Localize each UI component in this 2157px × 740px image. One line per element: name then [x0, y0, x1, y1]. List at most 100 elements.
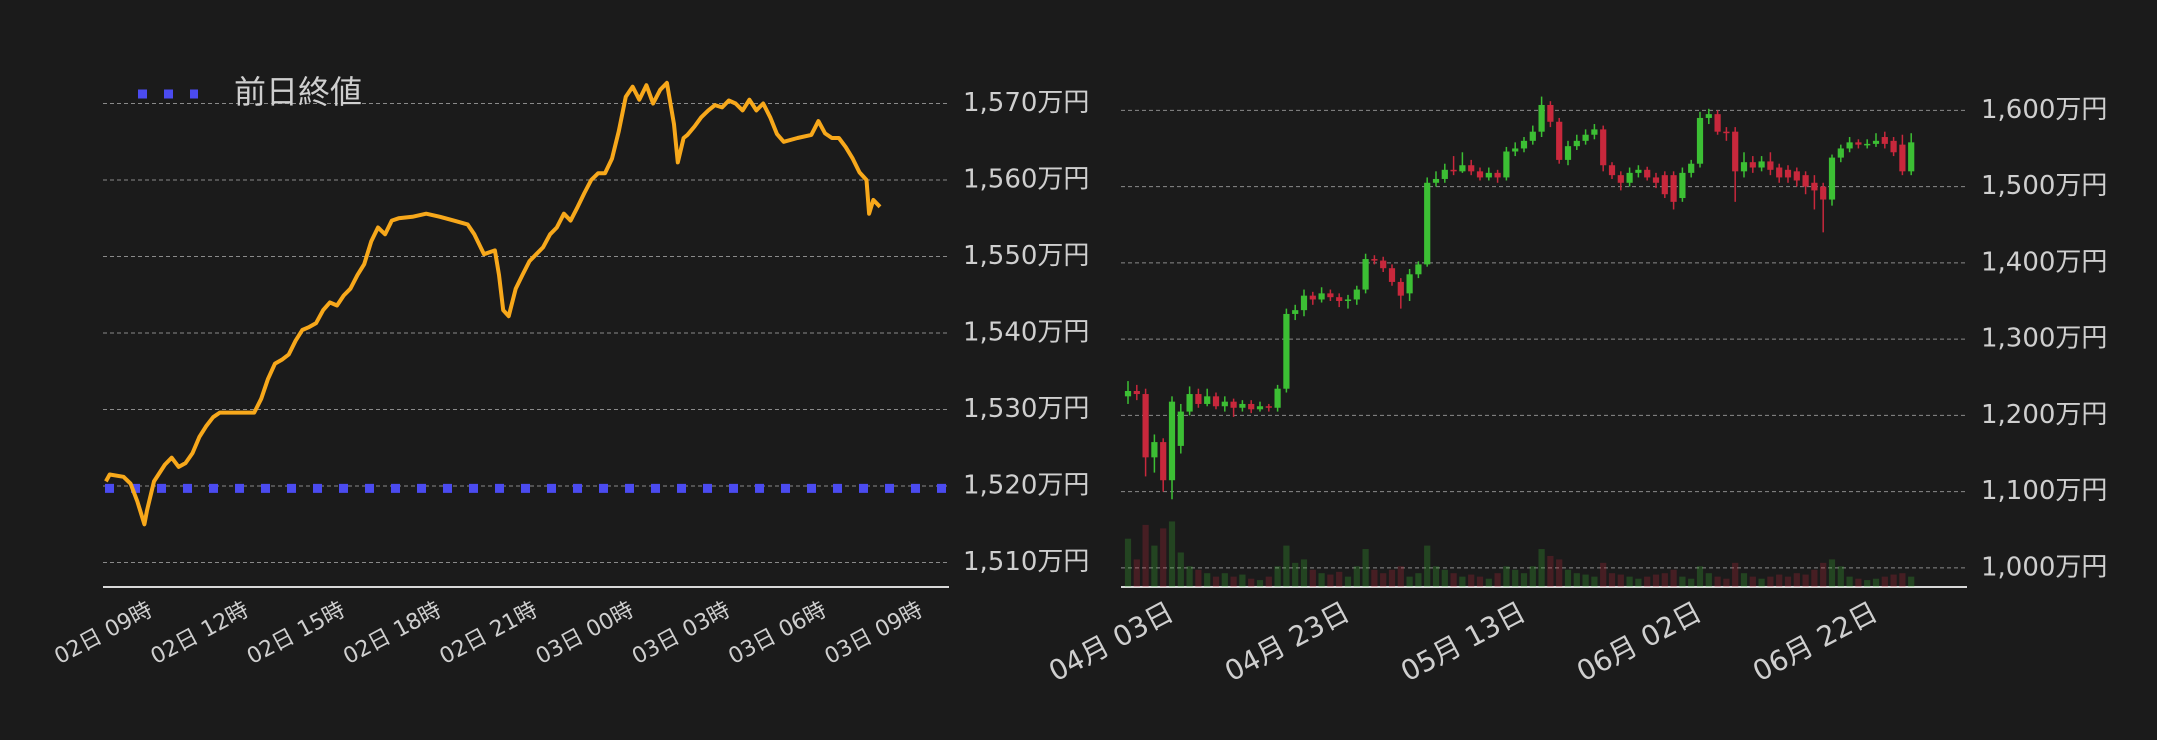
volume-bar [1248, 578, 1255, 587]
y-tick-label: 1,500万円 [1981, 171, 2107, 201]
candle-body [1908, 142, 1915, 172]
candle-body [1758, 161, 1765, 168]
candle-body [1415, 264, 1422, 275]
x-tick-label: 04月 23日 [1219, 595, 1355, 688]
candle-body [1283, 313, 1290, 389]
volume-bar [1520, 573, 1528, 587]
volume-bar [1564, 569, 1572, 587]
candle-body [1459, 165, 1466, 172]
y-tick-label: 1,560万円 [963, 165, 1089, 195]
volume-bar [1177, 552, 1184, 587]
volume-bar [1881, 576, 1888, 587]
candle-body [1573, 140, 1580, 147]
candle-body [1890, 140, 1897, 153]
candle-body [1336, 297, 1343, 301]
volume-bar [1573, 573, 1580, 587]
volume-bar [1908, 576, 1915, 587]
volume-bar [1776, 574, 1783, 587]
candle-body [1520, 140, 1528, 149]
volume-bar [1899, 573, 1906, 587]
volume-bar [1714, 576, 1721, 587]
candle-body [1784, 169, 1792, 178]
volume-bar [1696, 566, 1704, 587]
volume-bar [1380, 573, 1387, 587]
volume-bar [1195, 569, 1202, 587]
candle-body [1142, 394, 1149, 458]
candle-body [1617, 175, 1624, 183]
candle-body [1248, 403, 1255, 410]
y-tick-label: 1,510万円 [963, 547, 1089, 577]
candle-body [1864, 143, 1871, 146]
volume-bar [1160, 528, 1167, 587]
volume-bar [1679, 576, 1686, 587]
candle-body [1450, 169, 1457, 172]
volume-bar [1212, 576, 1220, 587]
candle-body [1855, 142, 1862, 145]
candle-body [1793, 171, 1800, 181]
volume-bar [1300, 559, 1308, 587]
x-tick-label: 06月 02日 [1571, 595, 1707, 688]
volume-bar [1837, 566, 1844, 587]
volume-bar [1371, 569, 1378, 587]
candle-body [1168, 401, 1176, 481]
volume-bar [1556, 559, 1563, 587]
volume-bar [1512, 569, 1519, 587]
volume-bar [1846, 576, 1853, 587]
candle-body [1600, 129, 1607, 166]
x-tick-label: 03日 06時 [725, 598, 831, 670]
volume-bar [1142, 524, 1149, 587]
candle-body [1740, 162, 1748, 172]
candle-body [1837, 148, 1844, 158]
volume-bar [1274, 566, 1281, 587]
volume-bar [1441, 569, 1448, 587]
volume-bar [1424, 545, 1431, 587]
candle-body [1899, 144, 1906, 172]
volume-bar [1732, 562, 1739, 587]
candle-body [1256, 406, 1264, 410]
candle-body [1362, 259, 1369, 290]
y-tick-label: 1,200万円 [1981, 400, 2107, 430]
volume-bar [1318, 573, 1325, 587]
candle-body [1670, 175, 1677, 202]
candle-body [1160, 442, 1167, 481]
candle-body [1626, 172, 1633, 183]
volume-bar [1265, 576, 1272, 587]
candle-body [1432, 178, 1440, 183]
volume-bar [1450, 573, 1457, 587]
x-tick-label: 02日 21時 [436, 598, 542, 670]
price-line [104, 80, 882, 527]
candle-body [1846, 142, 1853, 149]
x-tick-label: 05月 13日 [1395, 595, 1531, 688]
candle-body [1353, 289, 1360, 300]
volume-bar [1344, 576, 1352, 587]
y-tick-label: 1,400万円 [1981, 247, 2107, 277]
volume-bar [1239, 574, 1246, 587]
candle-body [1696, 117, 1704, 164]
candle-body [1212, 396, 1220, 407]
volume-bar [1186, 566, 1193, 587]
candle-body [1441, 169, 1448, 179]
volume-bar [1168, 521, 1176, 587]
volume-bar [1336, 571, 1343, 587]
candle-body [1133, 390, 1140, 395]
volume-bar [1608, 573, 1616, 587]
candle-body [1529, 131, 1536, 141]
volume-bar [1600, 562, 1607, 587]
volume-bar [1890, 574, 1897, 587]
y-tick-label: 1,520万円 [963, 471, 1089, 501]
candle-body [1204, 396, 1211, 404]
volume-bar [1529, 566, 1536, 587]
candle-body [1881, 137, 1888, 144]
x-tick-label: 02日 12時 [147, 598, 253, 670]
candle-body [1397, 281, 1404, 296]
candle-body [1195, 394, 1202, 404]
candle-body [1679, 172, 1686, 199]
candle-body [1820, 186, 1827, 200]
candle-body [1221, 401, 1228, 407]
volume-bar [1723, 578, 1730, 587]
y-tick-label: 1,000万円 [1981, 552, 2107, 582]
candle-body [1714, 114, 1721, 132]
candle-body [1388, 268, 1396, 282]
candle-body [1476, 171, 1484, 178]
